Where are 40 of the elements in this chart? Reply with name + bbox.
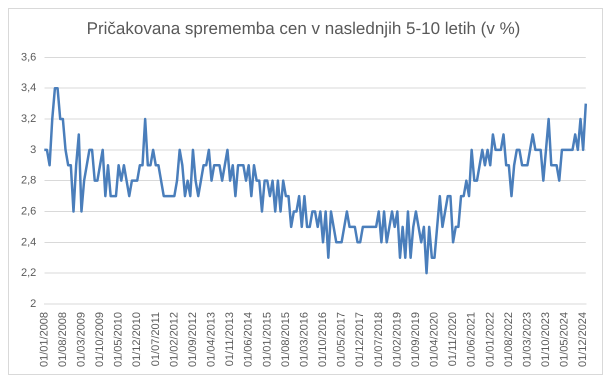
x-tick-label: 01/10/2023	[540, 312, 552, 368]
x-tick-label: 01/03/2009	[75, 312, 88, 368]
x-tick-label: 01/11/2013	[224, 312, 236, 366]
x-tick-label: 01/06/2014	[242, 312, 255, 368]
x-tick-label: 01/05/2017	[336, 312, 348, 368]
y-tick-label: 2	[30, 298, 36, 310]
y-tick-label: 2,2	[20, 267, 36, 280]
x-tick-label: 01/08/2008	[56, 312, 69, 368]
x-tick-label: 01/06/2021	[466, 312, 478, 368]
y-tick-label: 3,2	[20, 113, 36, 126]
x-tick-label: 01/04/2020	[428, 312, 441, 368]
x-tick-label: 01/10/2009	[94, 312, 106, 368]
y-tick-label: 2,4	[20, 236, 36, 248]
x-tick-label: 01/07/2018	[372, 312, 385, 368]
y-tick-label: 3,6	[20, 51, 36, 64]
x-tick-label: 01/09/2019	[410, 312, 422, 368]
x-tick-label: 01/09/2012	[186, 312, 199, 368]
chart-title: Pričakovana sprememba cen v naslednjih 5-10 letih (v %)	[86, 18, 520, 38]
x-tick-label: 01/12/2017	[354, 312, 366, 368]
x-tick-label: 01/02/2019	[391, 312, 404, 368]
x-tick-label: 01/08/2015	[280, 312, 292, 368]
x-tick-label: 01/12/2024	[577, 312, 590, 368]
y-tick-label: 2,6	[20, 206, 36, 218]
y-tick-label: 3	[30, 144, 36, 156]
x-tick-label: 01/05/2010	[112, 312, 125, 368]
x-tick-label: 01/08/2022	[502, 312, 515, 368]
x-tick-label: 01/03/2023	[521, 312, 534, 368]
x-tick-label: 01/11/2020	[447, 312, 460, 366]
x-tick-label: 01/03/2016	[298, 312, 310, 368]
x-tick-label: 01/01/2008	[38, 312, 50, 368]
x-tick-label: 01/12/2010	[131, 312, 144, 368]
x-tick-label: 01/04/2013	[206, 312, 218, 368]
x-tick-label: 01/05/2024	[558, 312, 571, 368]
x-tick-label: 01/02/2012	[168, 312, 180, 368]
y-tick-label: 3,4	[20, 82, 36, 94]
x-tick-label: 01/10/2016	[317, 312, 330, 368]
x-tick-label: 01/01/2015	[261, 312, 274, 368]
x-tick-label: 01/01/2022	[484, 312, 496, 368]
x-tick-label: 01/07/2011	[150, 312, 162, 366]
y-tick-label: 2,8	[20, 174, 36, 187]
